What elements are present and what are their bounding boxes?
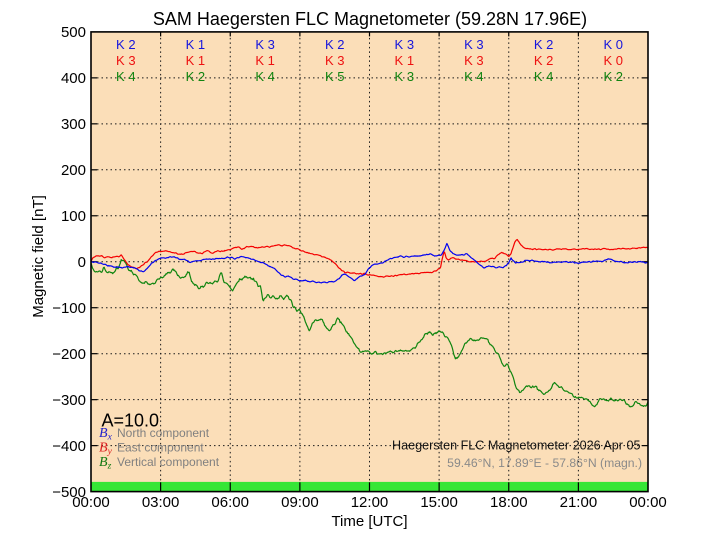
- svg-text:100: 100: [61, 208, 86, 225]
- svg-text:09:00: 09:00: [281, 494, 319, 511]
- svg-text:K 2: K 2: [186, 69, 206, 84]
- svg-text:K 4: K 4: [464, 69, 484, 84]
- svg-text:A=10.0: A=10.0: [102, 411, 160, 431]
- svg-text:K 1: K 1: [186, 53, 206, 68]
- svg-text:−400: −400: [52, 438, 86, 455]
- svg-text:K 2: K 2: [534, 37, 554, 52]
- svg-text:K 3: K 3: [464, 53, 484, 68]
- svg-text:K 3: K 3: [325, 53, 345, 68]
- svg-text:K 2: K 2: [603, 69, 623, 84]
- svg-text:200: 200: [61, 162, 86, 179]
- svg-text:SAM Haegersten FLC Magnetomete: SAM Haegersten FLC Magnetometer (59.28N …: [153, 9, 587, 29]
- svg-text:300: 300: [61, 116, 86, 133]
- svg-text:K 4: K 4: [116, 69, 136, 84]
- svg-text:400: 400: [61, 70, 86, 87]
- svg-text:59.46°N, 17.89°E - 57.86°N (ma: 59.46°N, 17.89°E - 57.86°N (magn.): [447, 456, 642, 470]
- svg-text:00:00: 00:00: [72, 494, 110, 511]
- svg-text:06:00: 06:00: [211, 494, 249, 511]
- svg-text:K 2: K 2: [116, 37, 136, 52]
- svg-text:Haegersten FLC Magnetometer 20: Haegersten FLC Magnetometer 2026 Apr 05: [392, 439, 641, 453]
- svg-text:K 5: K 5: [325, 69, 345, 84]
- svg-text:18:00: 18:00: [490, 494, 528, 511]
- svg-text:−200: −200: [52, 346, 86, 363]
- svg-text:K 3: K 3: [116, 53, 136, 68]
- svg-text:K 0: K 0: [603, 53, 623, 68]
- svg-text:500: 500: [61, 24, 86, 41]
- svg-text:K 3: K 3: [395, 37, 415, 52]
- svg-text:03:00: 03:00: [142, 494, 180, 511]
- svg-text:0: 0: [78, 254, 86, 271]
- svg-text:Magnetic field [nT]: Magnetic field [nT]: [30, 195, 47, 318]
- svg-text:21:00: 21:00: [560, 494, 598, 511]
- svg-text:15:00: 15:00: [420, 494, 458, 511]
- svg-text:K 1: K 1: [395, 53, 415, 68]
- svg-text:00:00: 00:00: [629, 494, 667, 511]
- svg-text:K 4: K 4: [534, 69, 554, 84]
- svg-text:−100: −100: [52, 300, 86, 317]
- svg-text:−500: −500: [52, 484, 86, 501]
- svg-text:Time [UTC]: Time [UTC]: [331, 513, 407, 530]
- svg-text:12:00: 12:00: [351, 494, 389, 511]
- svg-text:K 3: K 3: [464, 37, 484, 52]
- svg-text:−300: −300: [52, 392, 86, 409]
- svg-text:K 0: K 0: [603, 37, 623, 52]
- svg-text:K 4: K 4: [255, 69, 275, 84]
- svg-text:K 1: K 1: [186, 37, 206, 52]
- svg-text:K 3: K 3: [395, 69, 415, 84]
- svg-text:K 1: K 1: [255, 53, 275, 68]
- svg-text:K 2: K 2: [534, 53, 554, 68]
- svg-text:K 2: K 2: [325, 37, 345, 52]
- svg-text:K 3: K 3: [255, 37, 275, 52]
